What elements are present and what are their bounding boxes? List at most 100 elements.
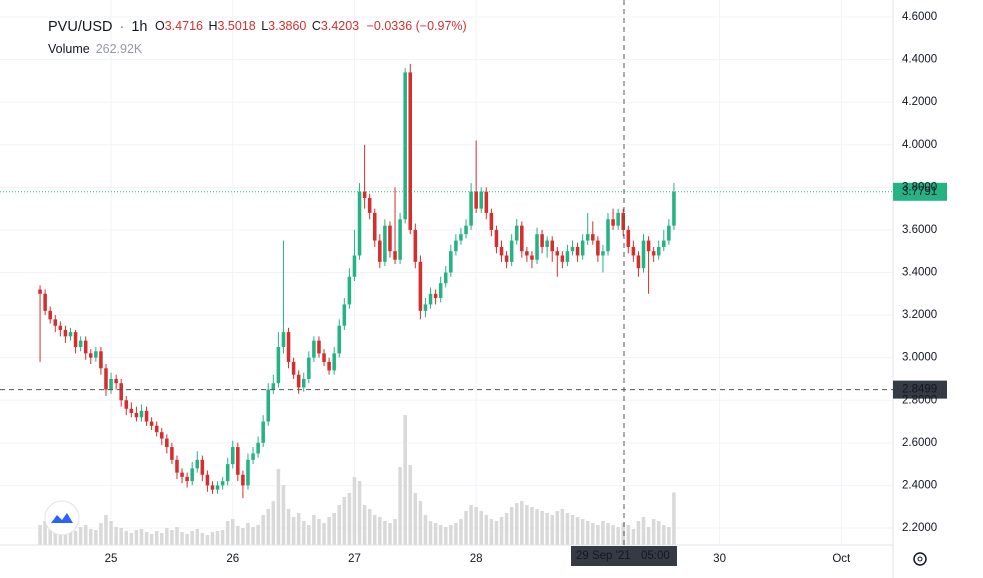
candle-body [616,212,620,226]
volume-bar [236,526,240,545]
candle-body [129,408,134,414]
candle-body [175,459,179,473]
volume-bar [88,529,93,545]
candle-body [38,289,42,294]
volume-bar [560,509,565,545]
sep: · [119,19,124,35]
candle-body [78,340,83,348]
candle-body [68,332,73,337]
candle-body [494,229,499,247]
candle-body [388,225,392,252]
x-tick-label: 28 [470,553,483,565]
candle-body [621,212,625,230]
volume-bar [616,527,620,545]
volume-bar [342,497,347,545]
candle-body [185,476,189,482]
volume-bar [580,519,585,545]
volume-bar [591,523,595,545]
o-key: O [155,19,165,33]
last-price-box [893,182,947,201]
volume-bar [413,493,418,545]
volume-bar [464,511,468,545]
volume-bar [159,533,164,545]
candle-body [545,240,549,247]
crosshair-price-box [893,380,947,399]
candle-body [261,421,265,443]
gear[interactable] [913,552,927,566]
candle-body [327,361,331,371]
candle-body [484,191,489,213]
candle-body [291,361,296,375]
logo-circle[interactable] [44,500,80,536]
y-tick-label: 2.2000 [902,522,937,534]
logo[interactable] [44,500,80,536]
candle-body [53,319,58,326]
candle-body [469,191,473,226]
volume-bar [555,511,560,545]
candle-body [591,234,595,241]
candle-body [104,368,108,390]
crosshair-time: 05:00 [641,550,670,562]
candle-body [433,293,438,299]
candle-body [99,351,103,369]
candle-body [124,400,129,409]
volume-bar [317,519,321,545]
candle-body [271,383,276,390]
volume-bar [175,527,179,545]
candle-body [362,191,367,198]
volume-val: 262.92K [96,42,143,56]
candle-body [378,240,382,262]
candle-body [119,383,123,401]
volume-bar [428,521,433,545]
volume-bar [170,530,174,545]
candle-body [195,459,200,469]
volume-bar [220,530,225,545]
volume-bar [119,528,123,545]
candle-body [43,293,47,311]
candle-body [489,212,494,230]
candle-body [641,240,646,269]
candle-body [134,413,139,418]
volume-bar [129,533,134,545]
volume-bar [337,505,342,545]
volume-bar [443,527,448,545]
volume-bar [606,523,610,545]
ohlc: O3.4716 H3.5018 L3.3860 C3.4203 −0.0336 … [155,19,467,33]
volume-bar [53,529,58,545]
volume-bar [63,526,68,545]
volume-bar [266,509,271,545]
candle-body [58,325,63,330]
candle-body [210,485,215,490]
volume-bar [651,519,656,545]
volume-bar [545,513,549,545]
x-tick-label: 25 [105,553,118,565]
candle-body [570,246,575,252]
candle-body [443,272,448,284]
volume-bar [215,531,220,545]
candle-body [332,353,336,371]
y-tick-label: 3.4000 [902,267,937,279]
volume-bar [185,534,189,545]
volume-bar [611,525,615,545]
volume-bar [459,519,463,545]
volume-bar [99,523,103,545]
o-val: 3.4716 [165,19,203,33]
candle-body [236,447,240,475]
candle-body [550,240,555,252]
crosshair-time-box [571,546,677,566]
volume-bar [454,523,458,545]
candle-body [565,251,570,262]
volume-bar [641,517,646,545]
candle-body [413,229,418,262]
settings[interactable] [913,552,927,566]
volume-bar [378,517,382,545]
volume-bar [296,513,301,545]
volume-pane [38,415,676,545]
y-tick-label: 4.0000 [902,139,937,151]
volume-bar [256,525,260,545]
volume-bar [540,511,544,545]
candle-body [672,191,676,226]
candle-body [317,340,321,354]
volume-bar [626,525,631,545]
